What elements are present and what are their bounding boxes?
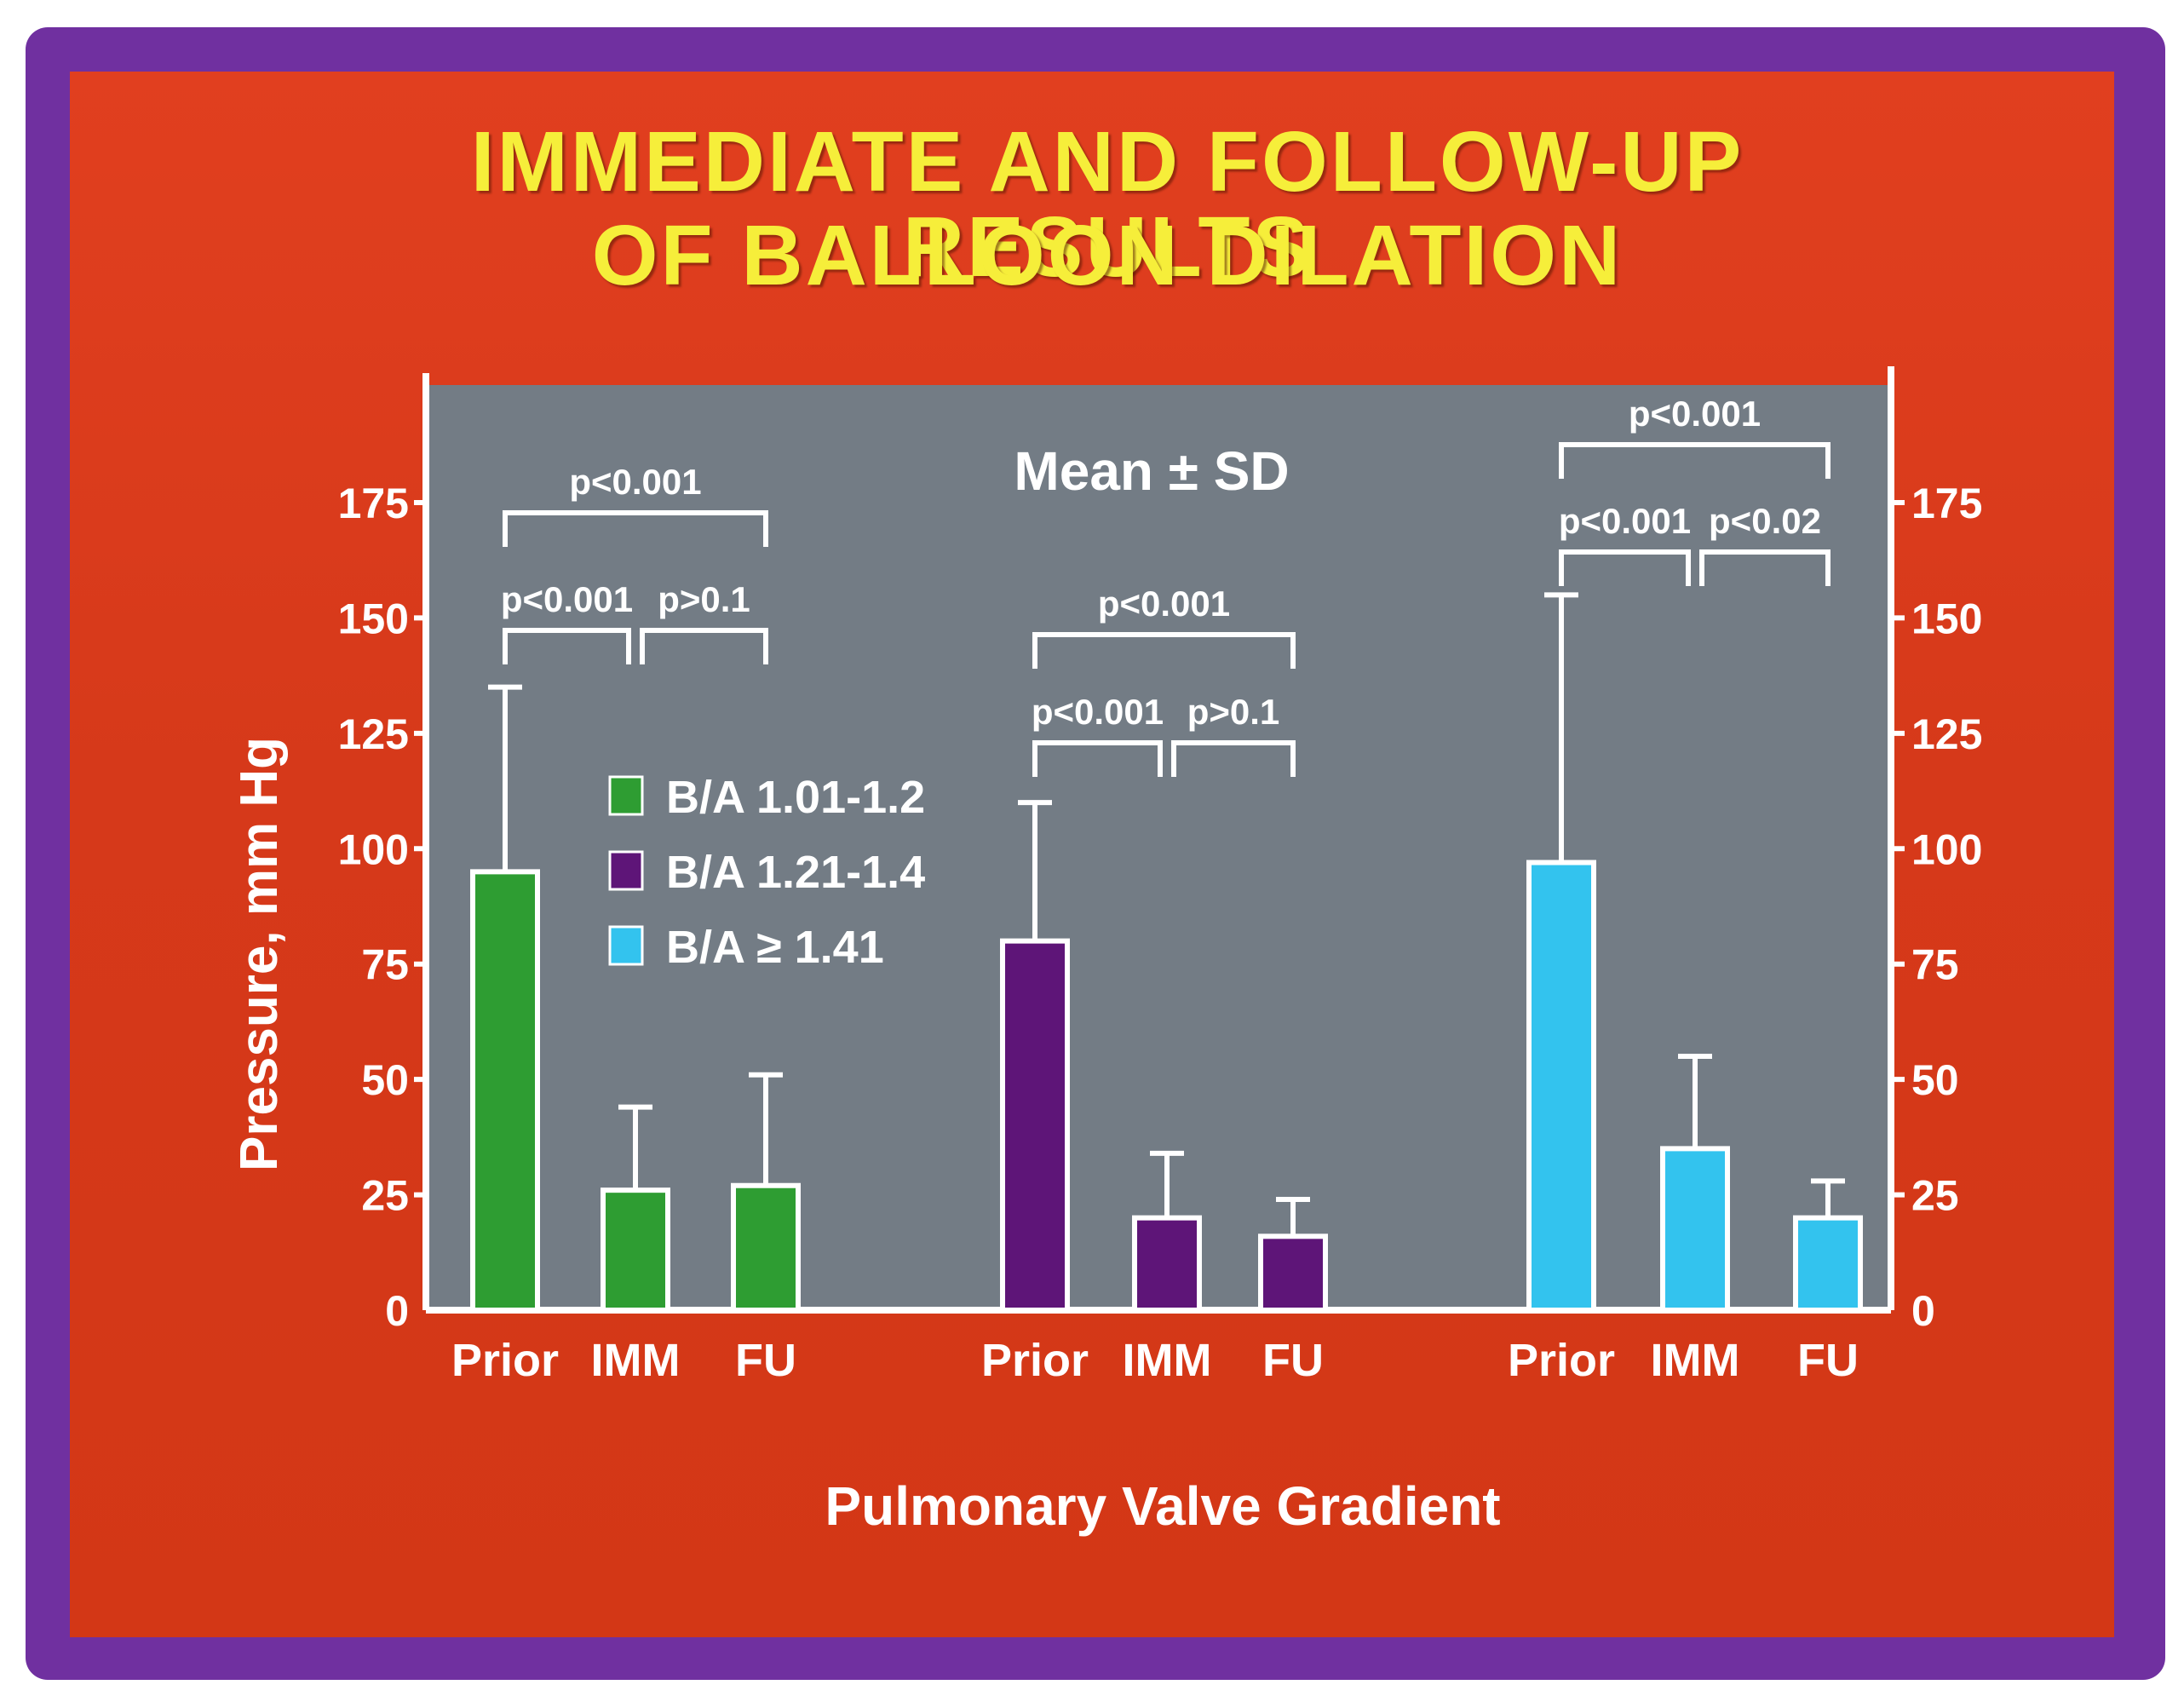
legend-label: B/A ≥ 1.41 — [666, 922, 884, 973]
chart-title-line-1: IMMEDIATE AND FOLLOW-UP RESULTS — [470, 114, 1744, 295]
y-tick-label-right: 150 — [1911, 595, 1982, 642]
legend-swatch — [608, 775, 644, 816]
y-tick-label-right: 100 — [1911, 825, 1982, 873]
x-tick-label: IMM — [1651, 1335, 1740, 1386]
bar — [601, 1187, 670, 1314]
p-value-label: p>0.1 — [658, 579, 750, 619]
legend-swatch — [608, 925, 644, 966]
p-value-label: p<0.001 — [1559, 501, 1691, 541]
legend-label: B/A 1.01-1.2 — [666, 772, 925, 823]
y-tick-label-right: 0 — [1911, 1287, 1935, 1335]
bar — [1660, 1146, 1730, 1314]
x-tick-labels: Prior IMM FU Prior IMM FU Prior IMM FU — [451, 1335, 1859, 1386]
significance-bracket — [1032, 740, 1163, 777]
p-value-label: p<0.001 — [569, 462, 701, 502]
bar — [1258, 1233, 1328, 1313]
x-tick-label: FU — [1262, 1335, 1324, 1386]
legend-swatch — [608, 850, 644, 891]
x-tick-label: FU — [1797, 1335, 1859, 1386]
legend: B/A 1.01-1.2 B/A 1.21-1.4 B/A ≥ 1.41 — [608, 772, 925, 973]
p-value-label: p<0.001 — [1098, 584, 1230, 624]
significance-bracket — [1699, 549, 1831, 586]
chart-title-line-2: OF BALLOON DILATION — [591, 208, 1624, 303]
x-tick-label: FU — [735, 1335, 796, 1386]
y-tick-label-right: 75 — [1911, 941, 1959, 989]
y-axis-right: 0 25 50 75 100 125 150 175 — [1888, 366, 1982, 1335]
significance-bracket — [1559, 442, 1831, 479]
x-tick-label: IMM — [591, 1335, 681, 1386]
y-tick-label-left: 25 — [361, 1172, 409, 1220]
bar — [1132, 1215, 1202, 1313]
y-axis-left: 0 25 50 75 100 125 150 175 — [338, 373, 1891, 1335]
y-tick-label-left: 0 — [385, 1287, 409, 1335]
p-value-label: p<0.001 — [1032, 692, 1164, 732]
significance-bracket — [503, 510, 768, 547]
p-value-label: p<0.02 — [1709, 501, 1821, 541]
y-tick-label-left: 150 — [338, 595, 409, 642]
significance-brackets: p<0.001 p<0.001 p>0.1 p<0.001 p<0.001 p>0.1 p<… — [501, 394, 1831, 777]
y-tick-label-left: 100 — [338, 825, 409, 873]
significance-bracket — [640, 628, 768, 664]
significance-bracket — [503, 628, 631, 664]
y-tick-label-right: 175 — [1911, 480, 1982, 527]
significance-bracket — [1032, 632, 1296, 669]
y-tick-label-left: 50 — [361, 1056, 409, 1104]
p-value-label: p>0.1 — [1187, 692, 1280, 732]
mean-sd-annotation: Mean ± SD — [1014, 440, 1289, 502]
y-tick-label-left: 175 — [338, 480, 409, 527]
bar — [1793, 1215, 1863, 1313]
legend-label: B/A 1.21-1.4 — [666, 847, 925, 898]
significance-bracket — [1559, 549, 1691, 586]
bar — [1526, 860, 1596, 1313]
x-tick-label: Prior — [981, 1335, 1089, 1386]
x-tick-label: IMM — [1123, 1335, 1212, 1386]
x-axis-label: Pulmonary Valve Gradient — [825, 1475, 1500, 1537]
x-tick-label: Prior — [1508, 1335, 1615, 1386]
bar — [1000, 938, 1070, 1313]
y-tick-label-right: 25 — [1911, 1172, 1959, 1220]
plot-area — [426, 385, 1891, 1310]
y-tick-label-right: 125 — [1911, 710, 1982, 758]
bar — [470, 869, 540, 1313]
bar — [731, 1182, 801, 1314]
p-value-label: p<0.001 — [501, 579, 633, 619]
y-tick-label-left: 125 — [338, 710, 409, 758]
y-tick-label-left: 75 — [361, 941, 409, 989]
p-value-label: p<0.001 — [1629, 394, 1761, 434]
x-tick-label: Prior — [451, 1335, 559, 1386]
significance-bracket — [1171, 740, 1296, 777]
bars-layer — [470, 592, 1863, 1314]
y-axis-label: Pressure, mm Hg — [230, 737, 289, 1171]
y-tick-label-right: 50 — [1911, 1056, 1959, 1104]
